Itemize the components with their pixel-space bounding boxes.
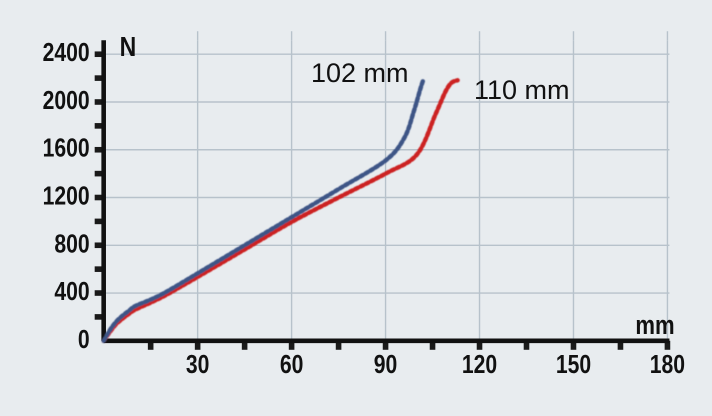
svg-text:N: N [120, 32, 137, 63]
svg-text:102 mm: 102 mm [311, 58, 409, 88]
svg-text:120: 120 [462, 350, 497, 378]
svg-text:1600: 1600 [43, 134, 90, 162]
svg-text:60: 60 [280, 350, 304, 378]
svg-text:90: 90 [374, 350, 398, 378]
svg-text:0: 0 [78, 325, 90, 353]
svg-text:800: 800 [54, 229, 89, 257]
svg-text:400: 400 [54, 277, 89, 305]
svg-text:110 mm: 110 mm [474, 75, 570, 105]
svg-text:1200: 1200 [43, 182, 90, 210]
svg-text:2000: 2000 [43, 86, 90, 114]
svg-text:180: 180 [650, 350, 685, 378]
svg-text:150: 150 [556, 350, 591, 378]
svg-text:30: 30 [186, 350, 210, 378]
svg-text:2400: 2400 [43, 38, 90, 66]
svg-text:mm: mm [635, 311, 674, 341]
